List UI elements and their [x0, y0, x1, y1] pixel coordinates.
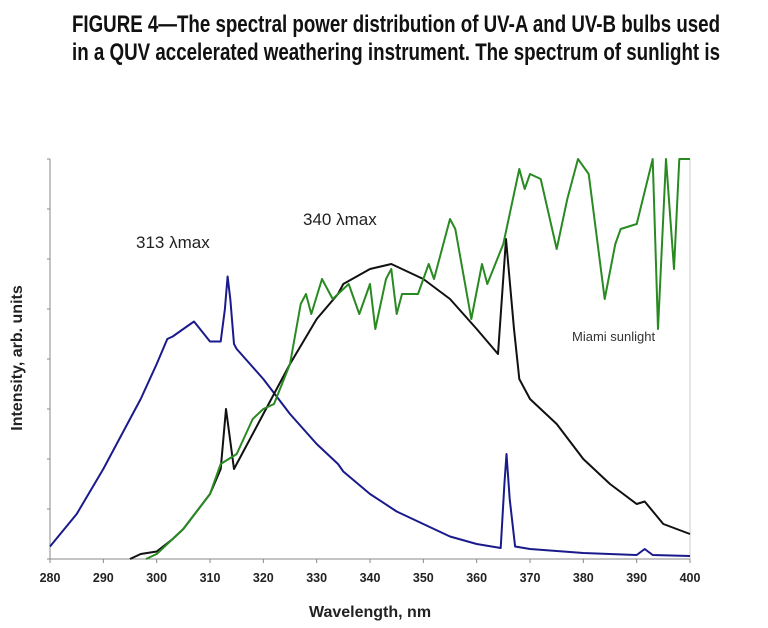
x-tick-label: 390 [626, 571, 647, 585]
x-tick-label: 400 [680, 571, 701, 585]
figure-caption-line2: in a QUV accelerated weathering instrume… [72, 39, 720, 66]
annotation-340-lambda-max: 340 λmax [303, 210, 377, 229]
x-tick-label: 380 [573, 571, 594, 585]
annotation-miami-sunlight: Miami sunlight [572, 329, 655, 344]
x-tick-label: 340 [360, 571, 381, 585]
x-tick-label: 370 [520, 571, 541, 585]
x-tick-label: 310 [200, 571, 221, 585]
x-tick-label: 360 [466, 571, 487, 585]
x-tick-label: 300 [146, 571, 167, 585]
x-tick-label: 280 [40, 571, 61, 585]
x-tick-label: 350 [413, 571, 434, 585]
x-tick-label: 330 [306, 571, 327, 585]
series-line-miami-sunlight [145, 158, 690, 560]
x-tick-label: 290 [93, 571, 114, 585]
figure-caption-line1: FIGURE 4—The spectral power distribution… [72, 11, 720, 38]
y-axis-label: Intensity, arb. units [9, 285, 26, 431]
axes: 280 290 300 310 320 330 340 350 360 370 380 390 400 [40, 158, 701, 585]
series-line-313-lambda-max [49, 275, 691, 557]
series-group [49, 158, 691, 560]
x-tick-label: 320 [253, 571, 274, 585]
annotation-313-lambda-max: 313 λmax [136, 233, 210, 252]
x-axis-label: Wavelength, nm [309, 604, 431, 621]
